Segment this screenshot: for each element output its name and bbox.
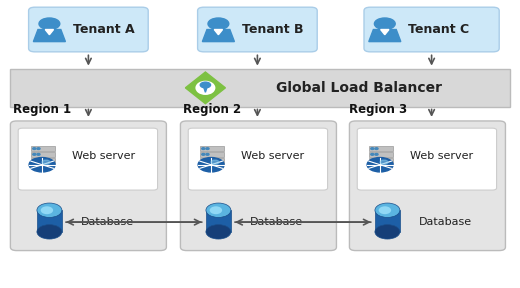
Circle shape — [206, 159, 209, 161]
Circle shape — [375, 154, 378, 155]
Text: Web server: Web server — [241, 151, 304, 160]
FancyBboxPatch shape — [31, 146, 55, 151]
FancyBboxPatch shape — [18, 128, 158, 190]
Ellipse shape — [379, 206, 391, 214]
Circle shape — [371, 159, 374, 161]
Text: Database: Database — [81, 217, 134, 227]
FancyBboxPatch shape — [364, 7, 499, 52]
FancyBboxPatch shape — [206, 210, 231, 232]
Ellipse shape — [41, 206, 53, 214]
Circle shape — [198, 158, 224, 172]
Text: Database: Database — [419, 217, 472, 227]
Circle shape — [29, 158, 55, 172]
FancyBboxPatch shape — [357, 128, 497, 190]
Circle shape — [380, 160, 388, 164]
Circle shape — [371, 148, 374, 149]
Circle shape — [211, 160, 219, 164]
Circle shape — [202, 159, 205, 161]
Circle shape — [33, 159, 36, 161]
Circle shape — [37, 148, 40, 149]
FancyBboxPatch shape — [369, 158, 393, 163]
FancyBboxPatch shape — [200, 158, 224, 163]
Ellipse shape — [196, 81, 215, 95]
Text: Web server: Web server — [410, 151, 473, 160]
Circle shape — [33, 154, 36, 155]
Ellipse shape — [375, 225, 400, 239]
FancyBboxPatch shape — [369, 146, 393, 151]
Polygon shape — [381, 30, 389, 35]
Circle shape — [200, 82, 211, 88]
Circle shape — [37, 154, 40, 155]
Polygon shape — [369, 30, 401, 42]
FancyBboxPatch shape — [375, 210, 400, 232]
Text: Region 1: Region 1 — [13, 103, 71, 116]
FancyBboxPatch shape — [31, 158, 55, 163]
Ellipse shape — [206, 203, 231, 217]
Ellipse shape — [37, 203, 62, 217]
FancyBboxPatch shape — [10, 121, 166, 251]
FancyBboxPatch shape — [29, 7, 148, 52]
Polygon shape — [214, 30, 223, 35]
Circle shape — [202, 148, 205, 149]
Circle shape — [202, 154, 205, 155]
FancyBboxPatch shape — [369, 152, 393, 157]
Ellipse shape — [375, 203, 400, 217]
Text: Database: Database — [250, 217, 303, 227]
FancyBboxPatch shape — [31, 152, 55, 157]
Polygon shape — [204, 87, 207, 92]
Ellipse shape — [37, 225, 62, 239]
Ellipse shape — [206, 225, 231, 239]
Circle shape — [33, 148, 36, 149]
Polygon shape — [45, 30, 54, 35]
Text: Region 3: Region 3 — [349, 103, 408, 116]
Text: Web server: Web server — [72, 151, 135, 160]
Circle shape — [371, 154, 374, 155]
FancyBboxPatch shape — [188, 128, 328, 190]
Circle shape — [375, 159, 378, 161]
Circle shape — [206, 154, 209, 155]
Text: Global Load Balancer: Global Load Balancer — [276, 81, 441, 95]
Circle shape — [375, 148, 378, 149]
Circle shape — [374, 18, 395, 30]
Circle shape — [39, 18, 60, 30]
Polygon shape — [202, 30, 235, 42]
FancyBboxPatch shape — [180, 121, 336, 251]
Text: Tenant C: Tenant C — [408, 23, 470, 36]
Text: Region 2: Region 2 — [183, 103, 241, 116]
Circle shape — [37, 159, 40, 161]
FancyBboxPatch shape — [200, 146, 224, 151]
Circle shape — [206, 148, 209, 149]
Circle shape — [367, 158, 393, 172]
Text: Tenant B: Tenant B — [242, 23, 303, 36]
Text: Tenant A: Tenant A — [73, 23, 135, 36]
Polygon shape — [33, 30, 66, 42]
FancyBboxPatch shape — [37, 210, 62, 232]
Circle shape — [42, 160, 50, 164]
FancyBboxPatch shape — [200, 152, 224, 157]
FancyBboxPatch shape — [349, 121, 505, 251]
FancyBboxPatch shape — [10, 69, 510, 107]
Ellipse shape — [210, 206, 222, 214]
FancyBboxPatch shape — [198, 7, 317, 52]
Circle shape — [208, 18, 229, 30]
Polygon shape — [186, 72, 226, 104]
